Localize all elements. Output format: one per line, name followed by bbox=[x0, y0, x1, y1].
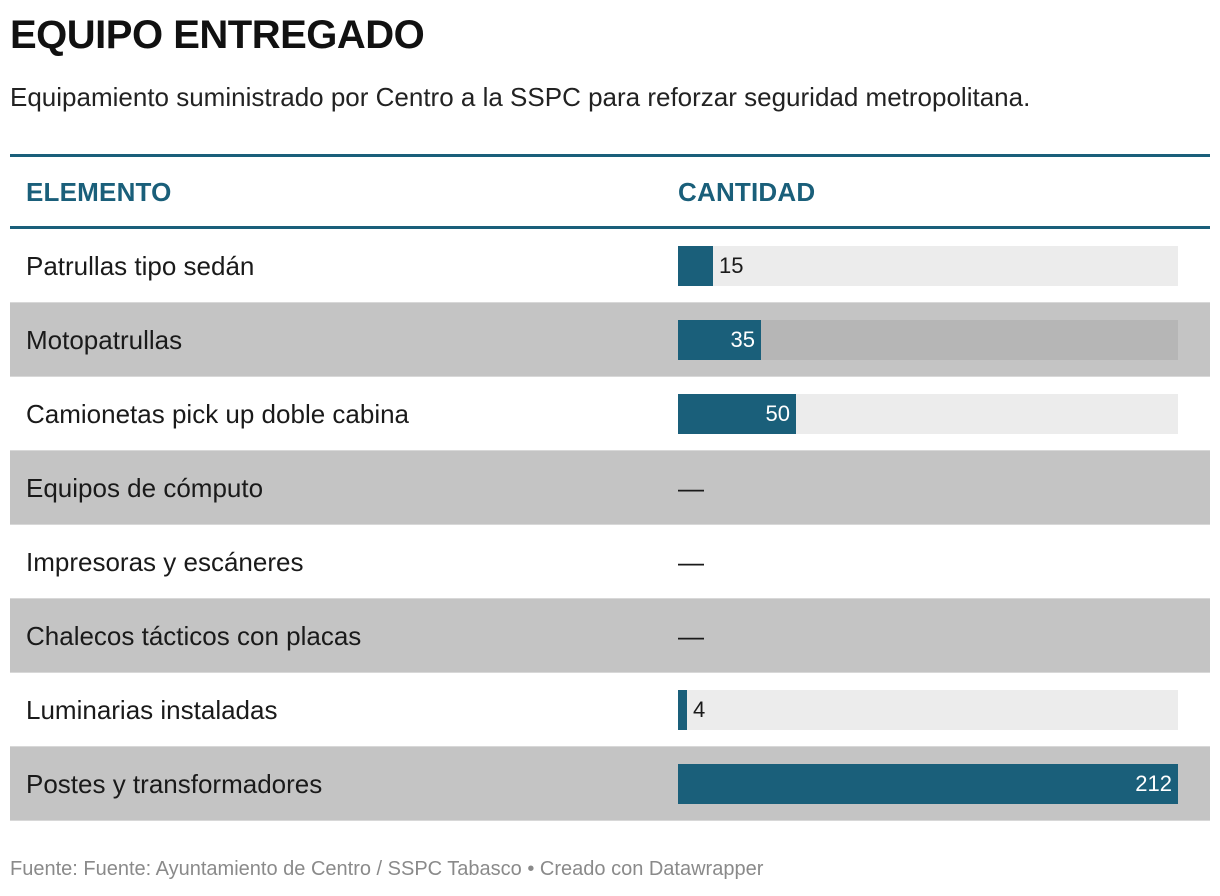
quantity-cell: — bbox=[678, 451, 1178, 525]
bar bbox=[678, 764, 1178, 804]
chart-subtitle: Equipamiento suministrado por Centro a l… bbox=[10, 82, 1031, 112]
quantity-cell: 212 bbox=[678, 747, 1178, 821]
table-row: Impresoras y escáneres — bbox=[10, 525, 1210, 599]
row-label: Equipos de cómputo bbox=[26, 473, 264, 503]
bar-value-label: 50 bbox=[765, 401, 790, 426]
row-label: Camionetas pick up doble cabina bbox=[26, 399, 410, 429]
bar-track: 35 bbox=[678, 320, 1178, 360]
table-row: Patrullas tipo sedán 15 bbox=[10, 229, 1210, 303]
bar bbox=[678, 320, 761, 360]
quantity-cell: 15 bbox=[678, 229, 1178, 303]
row-label: Impresoras y escáneres bbox=[26, 547, 304, 577]
bar-value-label: 4 bbox=[693, 697, 706, 722]
bar-value-label: 212 bbox=[1135, 771, 1172, 796]
table-row: Camionetas pick up doble cabina 50 bbox=[10, 377, 1210, 451]
bar bbox=[678, 394, 796, 434]
row-label: Chalecos tácticos con placas bbox=[26, 621, 362, 651]
bar-track: 15 bbox=[678, 246, 1178, 286]
table-header: ELEMENTO CANTIDAD bbox=[10, 154, 1210, 229]
source-footer: Fuente: Fuente: Ayuntamiento de Centro /… bbox=[10, 858, 764, 880]
table-row: Equipos de cómputo — bbox=[10, 451, 1210, 525]
table-row: Luminarias instaladas 4 bbox=[10, 673, 1210, 747]
chart-title: EQUIPO ENTREGADO bbox=[10, 13, 425, 57]
bar-track: 4 bbox=[678, 690, 1178, 730]
bar-track: 50 bbox=[678, 394, 1178, 434]
data-table: ELEMENTO CANTIDAD Patrullas tipo sedán 15… bbox=[10, 154, 1210, 821]
table-row: Postes y transformadores 212 bbox=[10, 747, 1210, 821]
row-label: Motopatrullas bbox=[26, 325, 183, 355]
row-label: Luminarias instaladas bbox=[26, 695, 278, 725]
table-row: Motopatrullas 35 bbox=[10, 303, 1210, 377]
column-header-quantity: CANTIDAD bbox=[678, 177, 816, 207]
quantity-cell: 35 bbox=[678, 303, 1178, 377]
table-body: Patrullas tipo sedán 15 Motopatrullas 35 Cam… bbox=[10, 229, 1210, 821]
bar-track: 212 bbox=[678, 764, 1178, 804]
row-label: Patrullas tipo sedán bbox=[26, 251, 255, 281]
quantity-cell: — bbox=[678, 599, 1178, 673]
bar-value-label: 35 bbox=[730, 327, 755, 352]
bar bbox=[678, 690, 687, 730]
missing-value: — bbox=[678, 473, 704, 503]
missing-value: — bbox=[678, 547, 704, 577]
row-label: Postes y transformadores bbox=[26, 769, 323, 799]
missing-value: — bbox=[678, 621, 704, 651]
bar-value-label: 15 bbox=[719, 253, 744, 278]
bar bbox=[678, 246, 713, 286]
quantity-cell: — bbox=[678, 525, 1178, 599]
quantity-cell: 4 bbox=[678, 673, 1178, 747]
table-row: Chalecos tácticos con placas — bbox=[10, 599, 1210, 673]
quantity-cell: 50 bbox=[678, 377, 1178, 451]
column-header-element: ELEMENTO bbox=[26, 177, 172, 207]
